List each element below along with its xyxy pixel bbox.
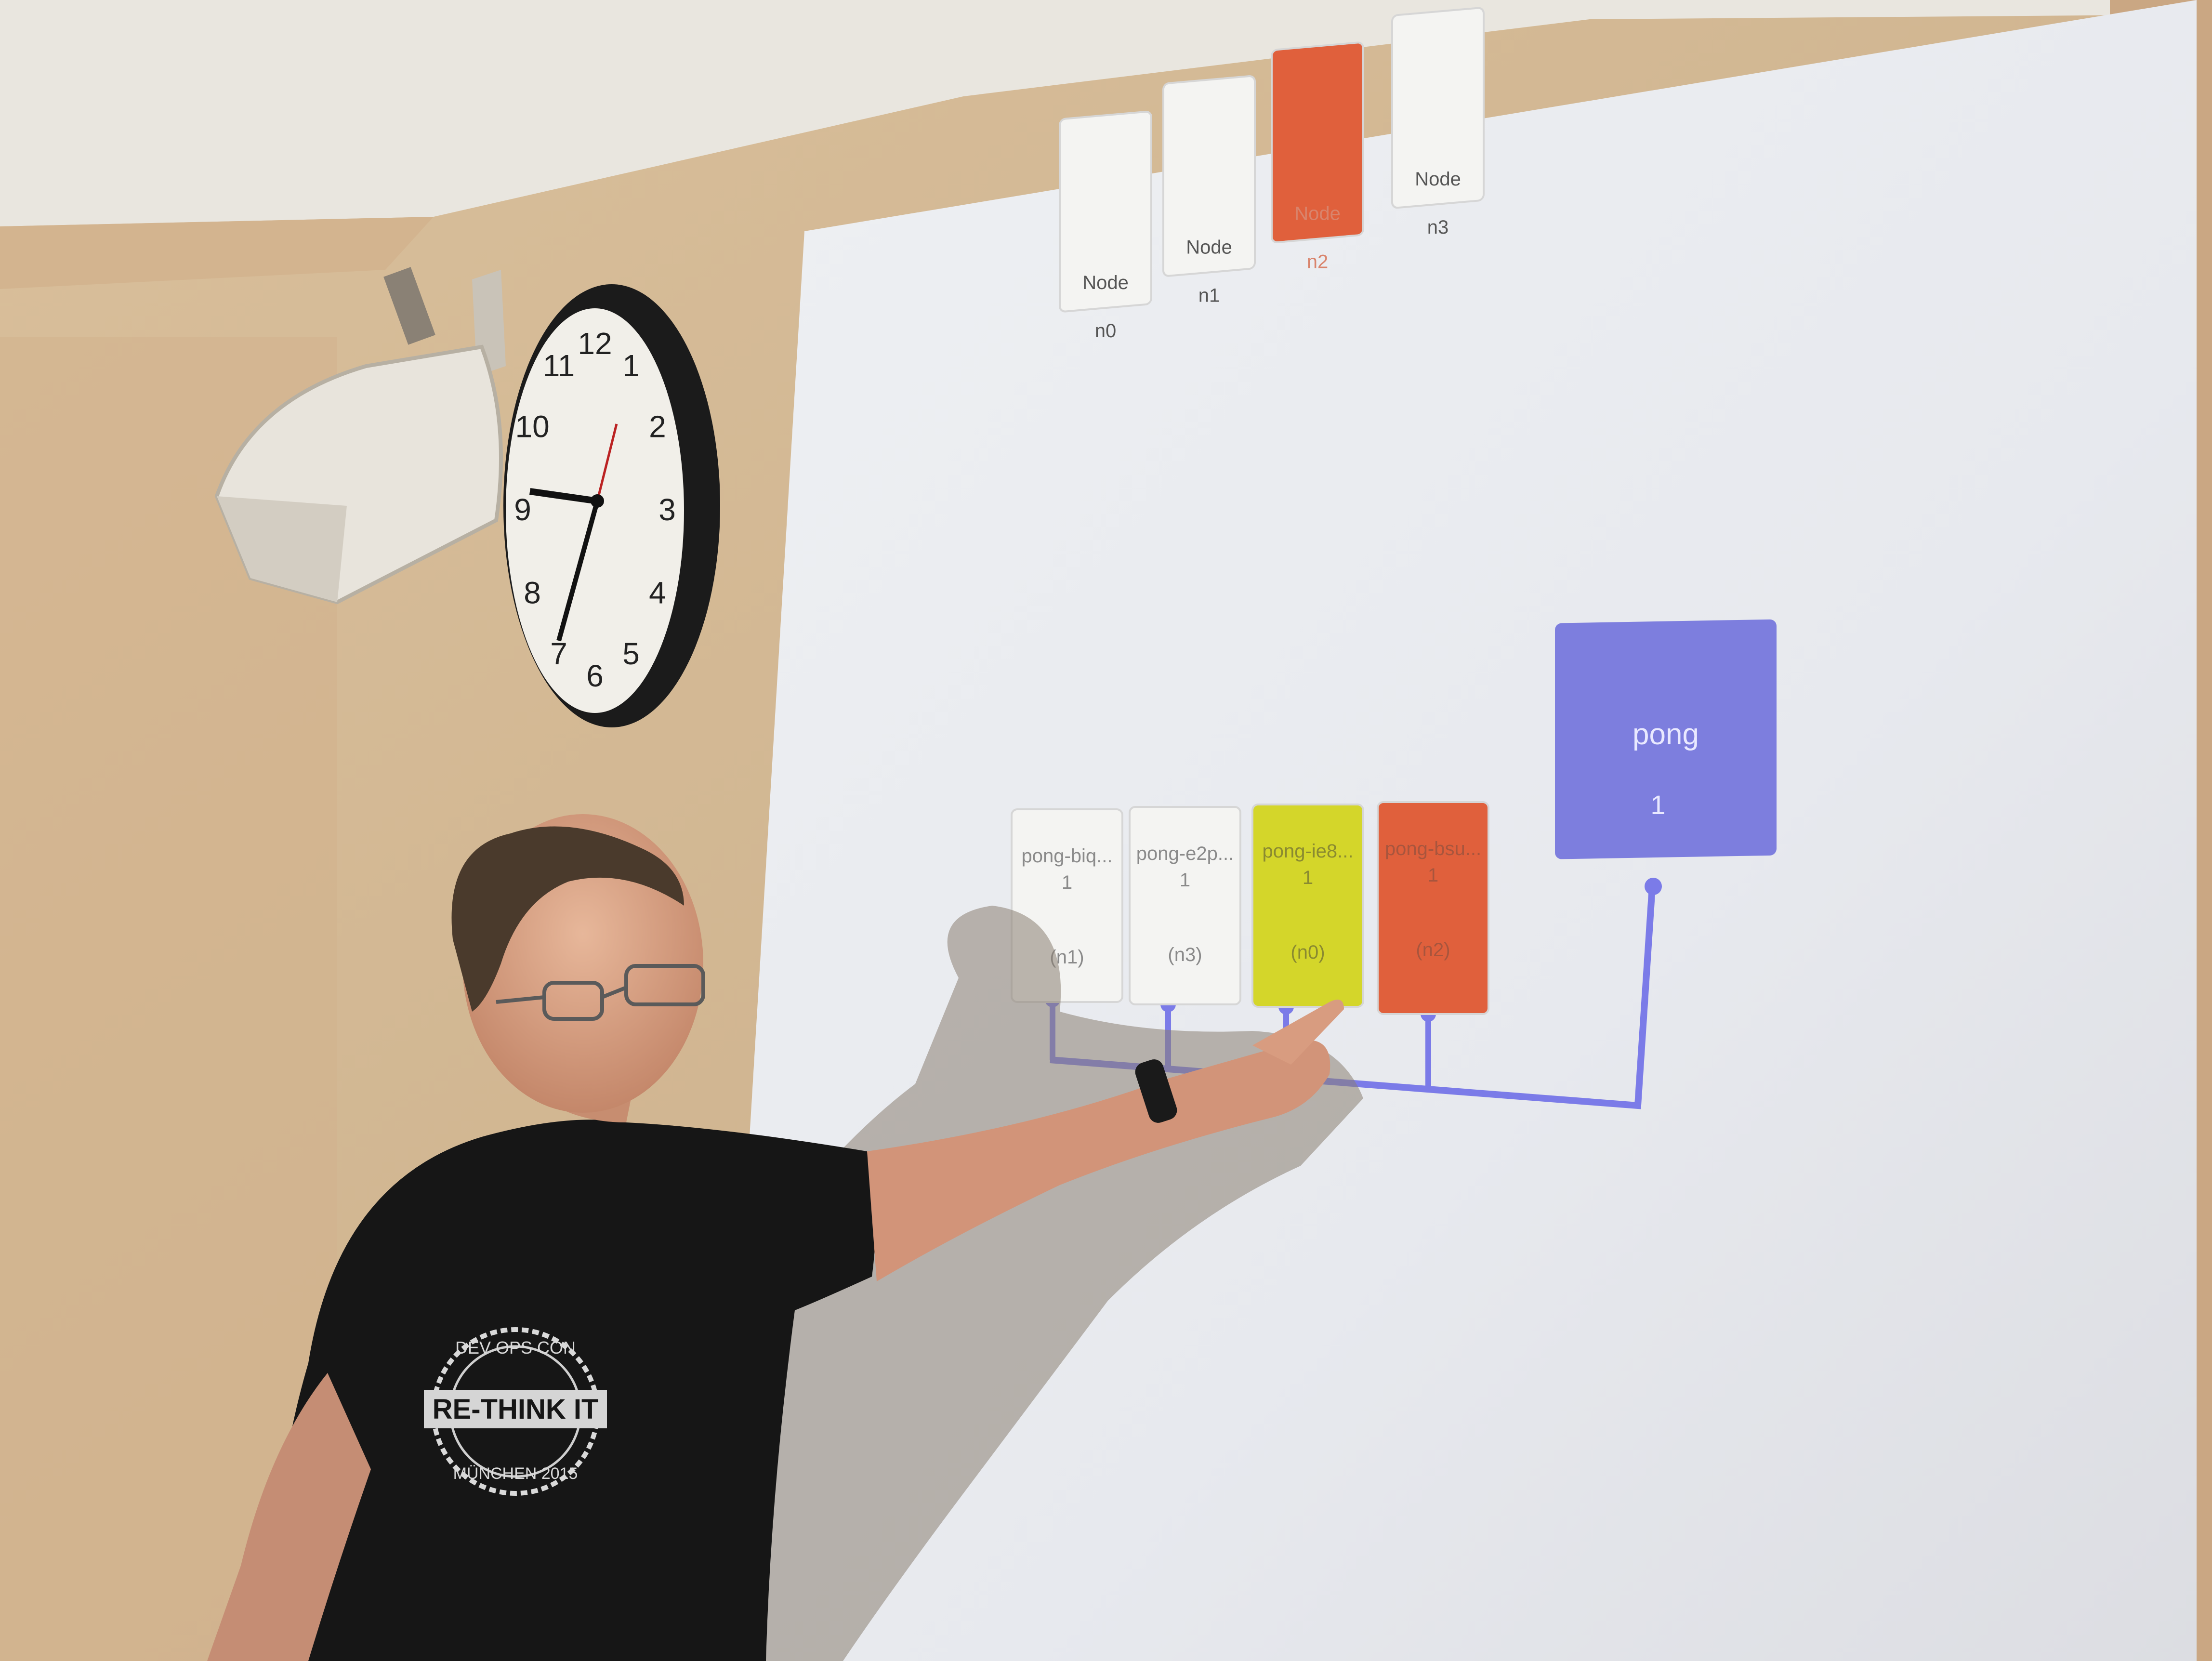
glasses [496,964,705,1021]
connector-port [1645,878,1662,895]
pointing-finger [1252,1000,1344,1065]
node-card: Node n0 [1059,110,1152,342]
service-card-body [1555,619,1777,859]
pod-card: pong-e2p... 1 (n3) [1129,806,1241,1005]
service-card: pong 1 [1555,619,1777,859]
node-card-body [1059,110,1152,313]
clock-minute-hand [556,500,600,642]
shirt-print: DEV OPS CON RE-THINK IT MÜNCHEN 2015 [424,1327,607,1496]
service-count: 1 [1650,790,1665,820]
node-id: n2 [1307,251,1329,273]
pod-card: pong-bsu... 1 (n2) [1377,801,1489,1015]
shirt-middle-text: RE-THINK IT [433,1394,599,1425]
node-label: Node [1186,237,1232,258]
pod-name: pong-bsu... [1385,838,1481,859]
pod-card-body [1377,801,1489,1015]
node-card: Node n3 [1391,7,1485,238]
node-cards: Node n0 Node n1 Node n2 Node n3 [1059,7,1485,342]
clock-number: 11 [543,348,575,383]
service-name: pong [1633,718,1699,751]
node-id: n0 [1095,320,1117,342]
pod-card: pong-ie8... 1 (n0) [1251,804,1364,1008]
pod-count: 1 [1180,870,1190,891]
clock-number: 3 [658,492,676,527]
pod-node: (n3) [1168,944,1202,965]
shirt-bottom-text: MÜNCHEN 2015 [453,1464,578,1483]
clock-number: 1 [622,348,640,383]
clock-number: 12 [578,326,612,361]
clock-number: 8 [524,576,541,610]
node-label: Node [1082,272,1129,293]
hair [451,826,684,1012]
node-card-body [1391,7,1485,209]
pod-node: (n2) [1416,939,1450,961]
node-label: Node [1415,169,1461,190]
pod-cards: pong-biq...1(n1)pong-e2p...1(n3)pong-ie8… [1011,801,1489,1015]
pod-name: pong-biq... [1021,845,1112,867]
clock-number: 2 [649,409,666,444]
wall-speaker [214,267,506,605]
pod-card-body [1129,806,1241,1005]
clock-number: 7 [550,636,567,671]
pod-card-body [1251,804,1364,1008]
left-arm [207,1373,371,1661]
wristwatch [1135,1059,1177,1123]
clock-number: 4 [649,576,666,610]
presenter: DEV OPS CON RE-THINK IT MÜNCHEN 2015 [207,814,1344,1661]
node-id: n3 [1427,217,1449,238]
clock-number: 6 [586,659,604,693]
clock-hour-hand [529,488,598,504]
pod-name: pong-e2p... [1136,843,1234,864]
ceiling-edge [0,217,434,289]
pod-count: 1 [1303,867,1313,888]
clock-number: 10 [515,409,550,444]
clock-number: 9 [514,492,531,527]
ceiling [0,0,2212,226]
clock-second-hand [596,423,618,501]
node-card-body [1271,41,1364,244]
node-id: n1 [1198,285,1220,306]
node-label: Node [1294,203,1341,224]
pointing-arm [867,1040,1330,1281]
pod-node: (n0) [1290,942,1325,963]
pod-count: 1 [1062,872,1072,893]
node-card: Node n2 [1271,41,1364,273]
pod-name: pong-ie8... [1262,841,1353,862]
pod-count: 1 [1428,865,1438,886]
node-card: Node n1 [1162,75,1256,306]
shirt-top-text: DEV OPS CON [455,1338,576,1358]
clock-number: 5 [622,636,640,671]
node-card-body [1162,75,1256,277]
